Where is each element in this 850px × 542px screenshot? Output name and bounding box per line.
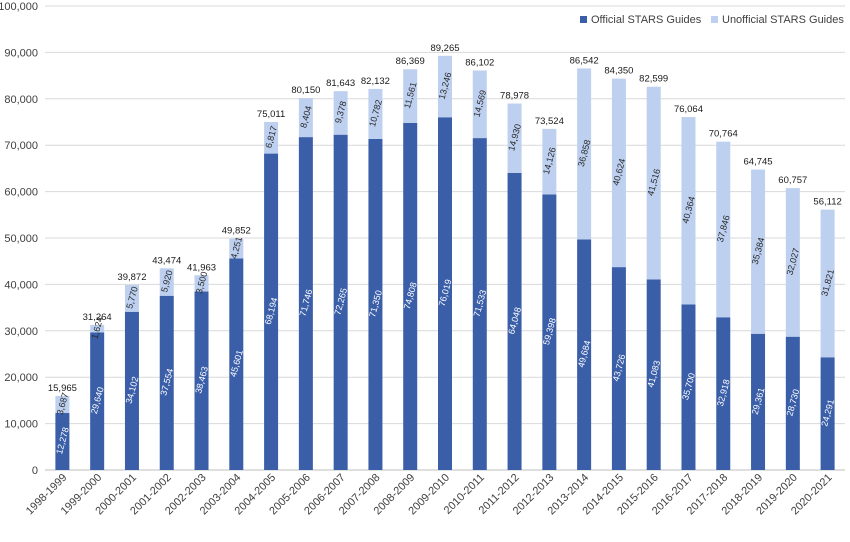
bar-official (438, 117, 452, 470)
y-tick-label: 80,000 (4, 94, 38, 106)
legend-swatch-official (580, 16, 587, 23)
y-tick-label: 50,000 (4, 233, 38, 245)
legend-swatch-unofficial (711, 16, 718, 23)
bar-official (820, 357, 835, 470)
bar-official (751, 333, 766, 470)
y-tick-label: 10,000 (4, 419, 38, 431)
bar-unofficial (194, 275, 209, 292)
y-tick-label: 20,000 (4, 372, 38, 384)
total-label: 76,064 (674, 104, 703, 115)
bar-unofficial (90, 324, 105, 333)
bar-official (194, 291, 209, 470)
bar-official (229, 258, 244, 470)
bar-unofficial (681, 117, 696, 305)
total-label: 78,978 (500, 91, 529, 102)
y-tick-label: 30,000 (4, 326, 38, 338)
bar-official (681, 304, 696, 470)
bar-unofficial (507, 103, 522, 173)
total-label: 81,643 (326, 78, 355, 89)
legend-label-official: Official STARS Guides (591, 14, 702, 26)
bar-official (124, 311, 139, 470)
total-label: 86,542 (570, 55, 599, 66)
total-label: 15,965 (48, 383, 77, 394)
bar-unofficial (472, 70, 487, 139)
total-label: 73,524 (535, 116, 564, 127)
y-tick-label: 60,000 (4, 187, 38, 199)
bar-official (646, 279, 661, 470)
bar-official (90, 332, 105, 470)
bar-official (611, 267, 626, 470)
bar-unofficial (611, 78, 626, 268)
total-label: 49,852 (222, 226, 251, 237)
legend-label-unofficial: Unofficial STARS Guides (722, 14, 844, 26)
bar-official (159, 295, 174, 470)
total-label: 86,102 (465, 57, 494, 68)
total-label: 82,599 (639, 74, 668, 85)
bar-official (785, 336, 800, 470)
bar-official (577, 239, 592, 470)
bar-unofficial (716, 141, 731, 318)
total-label: 75,011 (257, 109, 285, 120)
total-label: 86,369 (396, 56, 425, 67)
total-label: 56,112 (813, 197, 841, 208)
y-tick-label: 0 (32, 465, 38, 477)
bar-unofficial (751, 169, 766, 334)
bar-unofficial (55, 395, 70, 414)
bar-unofficial (124, 284, 139, 312)
bar-unofficial (438, 55, 452, 118)
total-label: 80,150 (291, 85, 320, 96)
bar-unofficial (577, 68, 592, 240)
total-label: 31,264 (83, 312, 112, 323)
bar-unofficial (403, 69, 418, 123)
total-label: 84,350 (604, 66, 633, 77)
total-label: 82,132 (361, 76, 390, 87)
total-label: 43,474 (152, 255, 181, 266)
x-axis: 1998-19991999-20002000-20012001-20022002… (24, 472, 835, 518)
bar-unofficial (159, 268, 174, 296)
total-label: 60,757 (778, 175, 807, 186)
y-axis: 0 10,000 20,000 30,000 40,000 50,000 60,000 70,… (0, 1, 38, 477)
total-label: 41,963 (187, 262, 216, 273)
y-tick-label: 100,000 (0, 1, 38, 13)
total-label: 70,764 (709, 129, 738, 140)
bar-unofficial (785, 188, 800, 337)
bar-unofficial (264, 121, 279, 154)
bar-official (55, 413, 70, 470)
y-tick-label: 40,000 (4, 279, 38, 291)
bar-unofficial (542, 128, 557, 195)
total-label: 39,872 (117, 272, 146, 283)
bar-official (333, 134, 348, 470)
bar-unofficial (333, 91, 348, 135)
bar-official (368, 138, 383, 470)
total-label: 64,745 (744, 157, 773, 168)
bar-unofficial (820, 209, 835, 358)
bar-unofficial (229, 238, 244, 259)
bar-official (542, 194, 557, 470)
bar-official (507, 172, 522, 471)
bar-official (298, 137, 313, 470)
y-tick-label: 90,000 (4, 47, 38, 59)
bar-official (264, 153, 279, 470)
bar-unofficial (368, 88, 383, 139)
bar-official (716, 317, 731, 470)
bar-unofficial (298, 98, 313, 138)
bar-official (472, 138, 487, 470)
bar-official (403, 122, 418, 471)
bar-unofficial (646, 86, 661, 280)
total-label: 89,265 (430, 43, 459, 54)
y-tick-label: 70,000 (4, 140, 38, 152)
legend: Official STARS Guides Unofficial STARS G… (580, 14, 844, 26)
